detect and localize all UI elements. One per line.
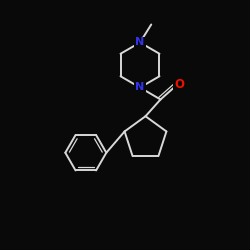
Text: N: N [136,38,144,48]
Text: N: N [136,82,144,92]
Text: O: O [174,78,184,91]
